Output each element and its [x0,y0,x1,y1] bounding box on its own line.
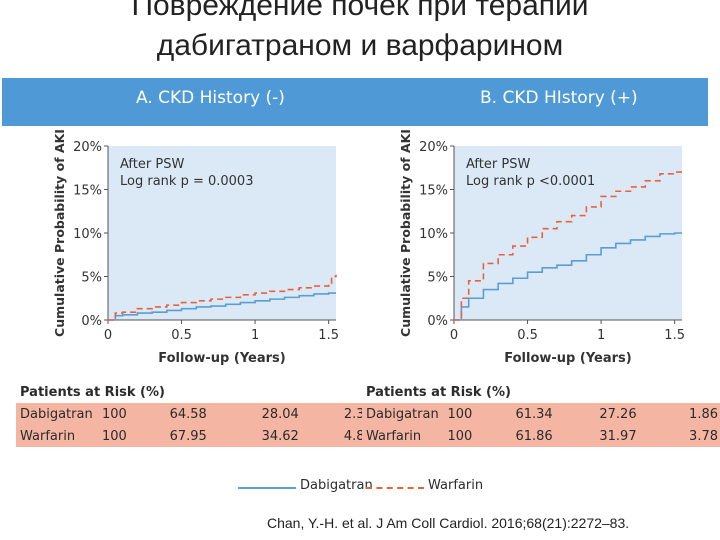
x-axis-label: Follow-up (Years) [504,351,631,366]
x-tick-label: 0.5 [171,328,192,343]
x-tick-label: 1.5 [318,328,339,343]
risk-table-b: Patients at Risk (%) Dabigatran 100 61.3… [362,383,720,447]
series-line-dabigatran [108,292,336,321]
risk-cell: 27.26 [599,406,637,422]
table-row: Dabigatran 100 61.34 27.26 1.86 [362,403,720,425]
y-tick-label: 0% [427,314,448,329]
y-tick-label: 10% [419,227,448,242]
plot-area [108,146,336,320]
y-tick-label: 5% [427,271,448,286]
x-axis-label: Follow-up (Years) [158,351,285,366]
x-tick-label: 1 [251,328,259,343]
annotation-line: Log rank p = 0.0003 [120,174,253,189]
risk-cell: 64.58 [169,406,207,422]
y-tick-label: 15% [419,184,448,199]
annotation-line: After PSW [466,157,530,172]
risk-cell: 34.62 [261,428,299,444]
risk-table-a: Patients at Risk (%) Dabigatran 100 64.5… [16,383,375,447]
slide-title-line-1: Повреждение почек при терапии [131,0,589,22]
panel-header-band [2,78,708,126]
y-tick-label: 10% [73,227,102,242]
chart-a: 0% 5% 10% 15% 20% 0 0.5 1 1.5 Follow-up (Years) Cu… [52,129,339,366]
x-tick-label: 1 [597,328,605,343]
y-tick-label: 15% [73,184,102,199]
risk-cell: 100 [102,406,127,422]
legend-label-dabigatran: Dabigatran [300,478,373,493]
risk-cell: 3.78 [689,428,718,444]
panel-a-title: A. CKD History (-) [136,88,285,108]
risk-table-title: Patients at Risk (%) [20,385,165,400]
risk-row-label: Dabigatran [20,406,93,422]
slide-title-line-2: дабигатраном и варфарином [156,29,564,62]
plot-area [454,146,682,320]
risk-cell: 61.34 [515,406,553,422]
table-row: Warfarin 100 67.95 34.62 4.88 [16,425,375,447]
risk-row-label: Warfarin [20,428,76,444]
risk-cell: 67.95 [169,428,207,444]
citation: Chan, Y.-H. et al. J Am Coll Cardiol. 20… [267,515,630,531]
legend-label-warfarin: Warfarin [428,478,484,493]
series-line-warfarin [108,274,337,321]
risk-cell: 61.86 [515,428,553,444]
risk-row-label: Dabigatran [366,406,439,422]
panel-b-title: B. CKD HIstory (+) [480,88,638,108]
risk-table-title: Patients at Risk (%) [366,385,511,400]
legend-swatch-dabigatran [238,487,296,489]
x-tick-label: 1.5 [664,328,685,343]
y-tick-label: 20% [73,140,102,155]
chart-b: 0% 5% 10% 15% 20% 0 0.5 1 1.5 Follow-up (Years) Cu… [398,129,685,366]
risk-cell: 28.04 [261,406,299,422]
y-axis-label: Cumulative Probability of AKI [52,129,67,337]
risk-cell: 100 [102,428,127,444]
annotation-line: After PSW [120,157,184,172]
annotation-line: Log rank p <0.0001 [466,174,595,189]
risk-cell: 1.86 [689,406,718,422]
y-tick-label: 5% [81,271,102,286]
risk-table: Dabigatran 100 64.58 28.04 2.31 Warfarin… [16,403,375,447]
slide-title: Повреждение почек при терапии дабигатран… [0,0,720,66]
risk-table: Dabigatran 100 61.34 27.26 1.86 Warfarin… [362,403,720,447]
x-tick-label: 0.5 [517,328,538,343]
table-row: Warfarin 100 61.86 31.97 3.78 [362,425,720,447]
series-line-dabigatran [454,232,682,321]
y-tick-label: 0% [81,314,102,329]
risk-cell: 100 [447,428,473,444]
x-tick-label: 0 [104,328,112,343]
risk-row-label: Warfarin [366,428,422,444]
risk-cell: 100 [447,406,473,422]
x-tick-label: 0 [450,328,458,343]
y-tick-label: 20% [419,140,448,155]
y-axis-label: Cumulative Probability of AKI [398,129,413,337]
legend-swatch-warfarin [366,487,424,489]
risk-cell: 31.97 [599,428,637,444]
table-row: Dabigatran 100 64.58 28.04 2.31 [16,403,375,425]
